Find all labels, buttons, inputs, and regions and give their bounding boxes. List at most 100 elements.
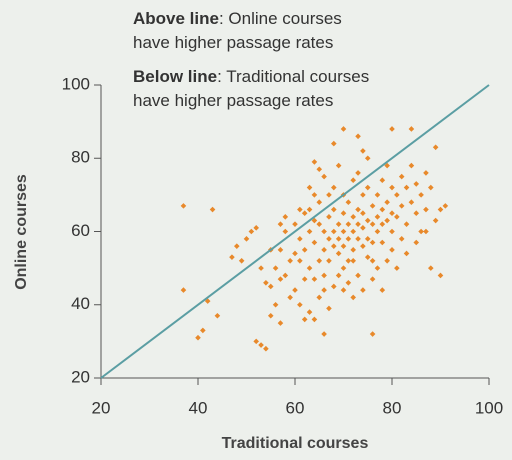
y-tick-label: 60 bbox=[71, 221, 90, 240]
point bbox=[292, 221, 298, 227]
point bbox=[331, 184, 337, 191]
point bbox=[267, 312, 274, 319]
point bbox=[282, 228, 289, 235]
point bbox=[243, 236, 250, 242]
point bbox=[277, 247, 284, 253]
point bbox=[355, 236, 361, 242]
point bbox=[379, 221, 386, 227]
point bbox=[258, 265, 264, 271]
point bbox=[423, 170, 429, 176]
point bbox=[316, 258, 323, 264]
point bbox=[326, 258, 332, 264]
point bbox=[369, 239, 376, 246]
point bbox=[389, 184, 395, 191]
reference-line bbox=[100, 84, 490, 379]
point bbox=[180, 203, 187, 209]
point bbox=[369, 258, 376, 264]
point bbox=[428, 184, 434, 191]
point bbox=[364, 254, 371, 260]
point bbox=[306, 206, 313, 213]
point bbox=[326, 236, 332, 242]
point bbox=[423, 206, 429, 213]
y-axis-title: Online courses bbox=[13, 174, 30, 290]
point bbox=[297, 206, 303, 213]
x-tick-label: 40 bbox=[189, 398, 208, 417]
point bbox=[267, 283, 274, 290]
point bbox=[282, 272, 289, 279]
point bbox=[263, 345, 269, 352]
point bbox=[403, 250, 410, 257]
point bbox=[413, 210, 420, 216]
point bbox=[326, 214, 332, 220]
point bbox=[282, 214, 289, 220]
point bbox=[331, 243, 337, 249]
point bbox=[321, 287, 327, 293]
point bbox=[355, 170, 361, 176]
point bbox=[292, 287, 298, 293]
point bbox=[316, 221, 323, 227]
point bbox=[277, 221, 284, 227]
point bbox=[384, 162, 390, 169]
point bbox=[204, 298, 211, 304]
point bbox=[360, 210, 366, 216]
point bbox=[272, 301, 279, 308]
point bbox=[335, 250, 342, 257]
point bbox=[277, 276, 284, 282]
point bbox=[311, 159, 318, 165]
point bbox=[214, 312, 221, 319]
annotation: have higher passage rates bbox=[133, 91, 333, 110]
point bbox=[408, 126, 415, 132]
point bbox=[180, 287, 187, 293]
point bbox=[350, 258, 356, 264]
annotation-text: have higher passage rates bbox=[133, 91, 333, 110]
y-tick-label: 100 bbox=[62, 74, 90, 93]
point bbox=[423, 228, 429, 235]
point bbox=[321, 331, 327, 337]
annotation-bold: Below line bbox=[133, 67, 217, 86]
point bbox=[437, 272, 444, 279]
point bbox=[364, 184, 371, 191]
point bbox=[321, 247, 327, 253]
point bbox=[335, 221, 342, 227]
point bbox=[428, 265, 434, 271]
point bbox=[432, 217, 439, 224]
point bbox=[360, 192, 366, 198]
point bbox=[326, 305, 332, 312]
point bbox=[340, 265, 347, 271]
point bbox=[394, 192, 400, 198]
point bbox=[200, 327, 206, 334]
point bbox=[389, 126, 395, 132]
y-tick-label: 40 bbox=[71, 294, 90, 313]
point bbox=[413, 239, 420, 246]
point bbox=[355, 206, 361, 213]
point bbox=[355, 221, 361, 227]
point bbox=[350, 214, 356, 220]
point bbox=[364, 236, 371, 242]
point bbox=[258, 342, 264, 348]
point bbox=[398, 236, 405, 242]
point bbox=[369, 331, 376, 337]
point bbox=[355, 133, 361, 140]
x-axis-title: Traditional courses bbox=[222, 435, 369, 452]
point bbox=[394, 265, 400, 271]
point bbox=[389, 228, 395, 235]
point bbox=[340, 126, 347, 132]
point bbox=[374, 228, 381, 235]
point bbox=[374, 214, 381, 220]
point bbox=[360, 148, 366, 154]
point bbox=[234, 243, 240, 249]
point bbox=[442, 203, 449, 209]
point bbox=[345, 221, 352, 227]
point bbox=[297, 258, 303, 264]
x-tick-label: 20 bbox=[92, 398, 111, 417]
point bbox=[326, 192, 332, 198]
point bbox=[311, 276, 318, 282]
x-tick-label: 80 bbox=[383, 398, 402, 417]
point bbox=[350, 177, 356, 184]
point bbox=[287, 258, 293, 264]
y-tick-label: 20 bbox=[71, 367, 90, 386]
point bbox=[394, 214, 400, 220]
point bbox=[195, 334, 201, 341]
point bbox=[331, 140, 337, 147]
point bbox=[345, 199, 352, 205]
